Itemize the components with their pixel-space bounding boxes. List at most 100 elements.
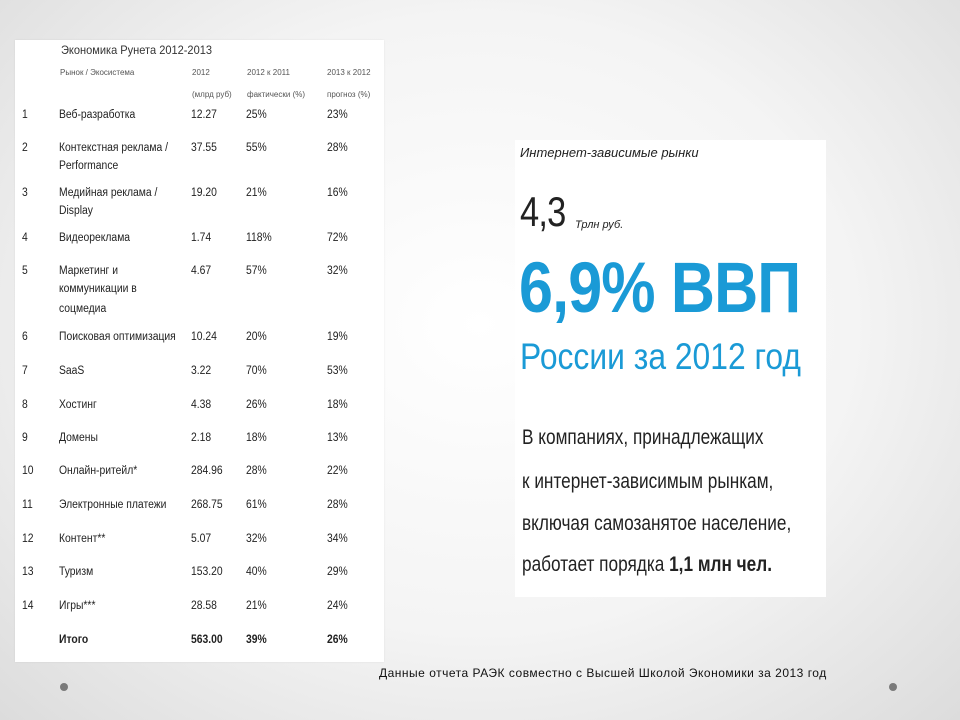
infographic-panel: Интернет-зависимые рынки 4,3 Трлн руб. 6… [515, 140, 826, 597]
row-number: 6 [22, 331, 28, 343]
row-market-name: Контент** [59, 533, 106, 545]
row-growth: 21% [246, 600, 267, 612]
row-forecast: 72% [327, 232, 348, 244]
gdp-share-text: 6,9% ВВП [519, 249, 801, 328]
row-value-2012: 3.22 [191, 365, 212, 377]
header-forecast-sub: прогноз (%) [327, 90, 371, 99]
row-forecast: 23% [327, 109, 348, 121]
row-forecast: 29% [327, 566, 348, 578]
header-market: Рынок / Экосистема [60, 68, 135, 77]
row-market-name: SaaS [59, 365, 85, 377]
row-number: 5 [22, 265, 28, 277]
row-market-name: Веб-разработка [59, 109, 136, 121]
row-value-2012: 2.18 [191, 432, 212, 444]
table-row: 9 Домены 2.18 18% 13% [15, 430, 384, 460]
row-number: 8 [22, 399, 28, 411]
row-growth: 118% [246, 232, 272, 244]
header-forecast: 2013 к 2012 [327, 68, 371, 77]
row-forecast: 18% [327, 399, 348, 411]
row-forecast: 19% [327, 331, 348, 343]
row-forecast: 16% [327, 187, 348, 199]
row-number: 9 [22, 432, 28, 444]
table-row: 10 Онлайн-ритейл* 284.96 28% 22% [15, 463, 384, 493]
russia-year-text: России за 2012 год [520, 336, 801, 377]
row-value-2012: 19.20 [191, 187, 217, 199]
row-value-2012: 153.20 [191, 566, 223, 578]
row-growth: 55% [246, 142, 267, 154]
table-row: 2 Контекстная реклама / Performance 37.55 55… [15, 140, 384, 172]
row-market-name: Маркетинг и коммуникации в соцмедиа [59, 265, 137, 315]
employment-text-line-2: к интернет-зависимым рынкам, [522, 470, 774, 493]
row-market-name: Поисковая оптимизация [59, 331, 176, 343]
row-growth: 20% [246, 331, 267, 343]
row-forecast: 34% [327, 533, 348, 545]
row-forecast: 13% [327, 432, 348, 444]
row-market-name: Итого [59, 634, 89, 646]
row-growth: 32% [246, 533, 267, 545]
row-value-2012: 4.67 [191, 265, 212, 277]
row-value-2012: 4.38 [191, 399, 212, 411]
row-market-name: Игры*** [59, 600, 96, 612]
row-growth: 25% [246, 109, 267, 121]
market-volume-number: 4,3 [520, 188, 566, 235]
row-market-name: Электронные платежи [59, 499, 167, 511]
row-forecast: 26% [327, 634, 348, 646]
row-number: 14 [22, 600, 34, 612]
row-number: 7 [22, 365, 28, 377]
row-value-2012: 28.58 [191, 600, 217, 612]
employment-text-prefix: работает порядка [522, 553, 670, 576]
row-value-2012: 37.55 [191, 142, 217, 154]
header-2012: 2012 [192, 68, 210, 77]
row-market-name: Домены [59, 432, 98, 444]
row-growth: 18% [246, 432, 267, 444]
row-value-2012: 563.00 [191, 634, 223, 646]
row-growth: 21% [246, 187, 267, 199]
employment-text-line-3: включая самозанятое население, [522, 512, 792, 535]
row-forecast: 22% [327, 465, 348, 477]
row-forecast: 24% [327, 600, 348, 612]
row-number: 4 [22, 232, 28, 244]
table-row: 12 Контент** 5.07 32% 34% [15, 531, 384, 561]
row-number: 2 [22, 142, 28, 154]
row-value-2012: 12.27 [191, 109, 217, 121]
infographic-caption: Интернет-зависимые рынки [520, 145, 699, 160]
table-row: 3 Медийная реклама / Display 19.20 21% 16% [15, 185, 384, 217]
row-forecast: 32% [327, 265, 348, 277]
header-growth: 2012 к 2011 [247, 68, 290, 77]
table-row: 4 Видеореклама 1.74 118% 72% [15, 230, 384, 260]
employment-text-line-1: В компаниях, принадлежащих [522, 426, 764, 449]
row-value-2012: 284.96 [191, 465, 223, 477]
row-growth: 61% [246, 499, 267, 511]
row-market-name: Контекстная реклама / Performance [59, 142, 168, 172]
row-market-name: Хостинг [59, 399, 97, 411]
table-row: 11 Электронные платежи 268.75 61% 28% [15, 497, 384, 527]
row-number: 13 [22, 566, 34, 578]
row-market-name: Медийная реклама / Display [59, 187, 158, 217]
employment-text-line-4: работает порядка 1,1 млн чел. [522, 553, 772, 577]
employment-count: 1,1 млн чел. [669, 553, 772, 576]
row-growth: 40% [246, 566, 267, 578]
table-row: 8 Хостинг 4.38 26% 18% [15, 397, 384, 427]
table-row: 5 Маркетинг и коммуникации в соцмедиа 4.67 57… [15, 263, 384, 315]
row-number: 3 [22, 187, 28, 199]
row-growth: 26% [246, 399, 267, 411]
row-market-name: Онлайн-ритейл* [59, 465, 138, 477]
row-growth: 57% [246, 265, 267, 277]
market-volume-unit: Трлн руб. [575, 219, 624, 231]
header-2012-unit: (млрд руб) [192, 90, 232, 99]
row-market-name: Туризм [59, 566, 94, 578]
row-market-name: Видеореклама [59, 232, 131, 244]
row-forecast: 53% [327, 365, 348, 377]
row-value-2012: 5.07 [191, 533, 212, 545]
table-title: Экономика Рунета 2012-2013 [61, 43, 212, 57]
table-row: 14 Игры*** 28.58 21% 24% [15, 598, 384, 628]
table-row: 7 SaaS 3.22 70% 53% [15, 363, 384, 393]
row-growth: 28% [246, 465, 267, 477]
table-total-row: Итого 563.00 39% 26% [15, 632, 384, 662]
source-note: Данные отчета РАЭК совместно с Высшей Шк… [379, 666, 827, 680]
row-forecast: 28% [327, 499, 348, 511]
economy-table-image: Экономика Рунета 2012-2013 Рынок / Экоси… [15, 40, 384, 662]
row-value-2012: 10.24 [191, 331, 217, 343]
table-row: 1 Веб-разработка 12.27 25% 23% [15, 107, 384, 137]
row-growth: 39% [246, 634, 267, 646]
